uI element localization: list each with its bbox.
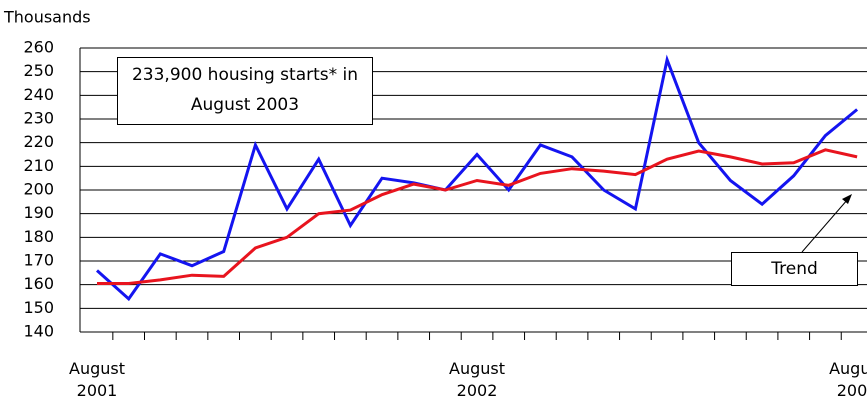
y-tick-label: 140 [23,322,54,341]
y-tick-label: 160 [23,274,54,293]
series-line [95,54,859,302]
y-tick-label: 180 [23,227,54,246]
arrow-shaft [801,198,849,253]
y-tick-label: 150 [23,298,54,317]
y-tick-label: 260 [23,38,54,57]
x-tick-label: August 2003 [829,359,867,400]
y-tick-label: 230 [23,109,54,128]
trend-label: Trend [731,252,858,286]
series-line [97,148,858,285]
y-tick-label: 240 [23,85,54,104]
y-tick-label: 190 [23,203,54,222]
x-tick-label: August 2002 [449,359,506,400]
y-tick-label: 200 [23,180,54,199]
annotation: 233,900 housing starts* in August 2003 [117,57,373,125]
y-tick-label: 250 [23,61,54,80]
y-tick-label: 210 [23,156,54,175]
y-tick-label: 220 [23,132,54,151]
y-tick-label: 170 [23,251,54,270]
arrow-head [842,194,852,204]
y-axis-label: Thousands [3,8,91,27]
x-tick-label: August 2001 [69,359,125,400]
